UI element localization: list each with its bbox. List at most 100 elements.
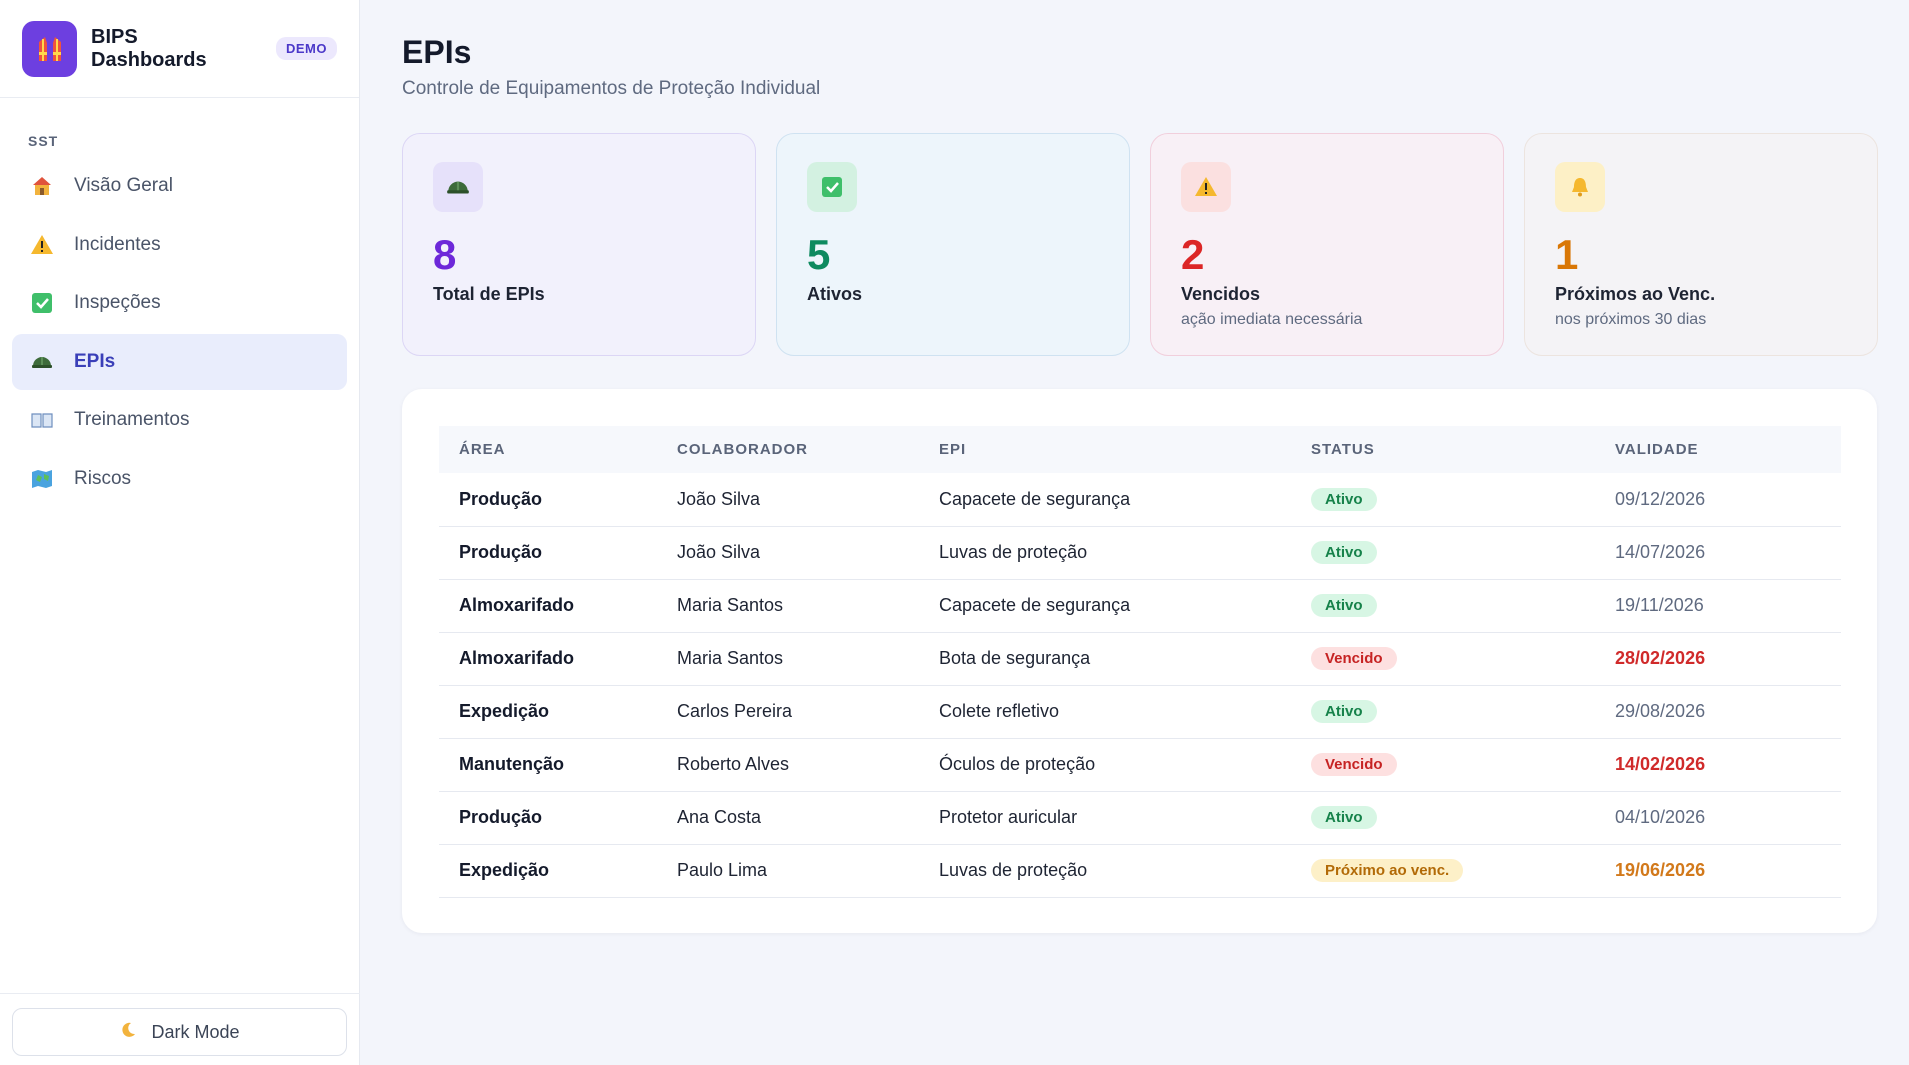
table-header-row: ÁREA COLABORADOR EPI STATUS VALIDADE	[439, 426, 1841, 473]
sidebar-item-label: EPIs	[74, 350, 116, 372]
cell-colaborador: Carlos Pereira	[677, 701, 793, 721]
moon-icon	[119, 1021, 137, 1044]
table-row[interactable]: Almoxarifado Maria Santos Bota de segura…	[439, 632, 1841, 685]
bell-icon	[1555, 162, 1605, 212]
column-header-status[interactable]: STATUS	[1311, 441, 1375, 458]
status-badge: Vencido	[1311, 753, 1397, 776]
stat-label: Ativos	[807, 284, 863, 304]
column-header-epi[interactable]: EPI	[939, 441, 967, 458]
cell-area: Produção	[459, 542, 543, 562]
cell-area: Expedição	[459, 860, 550, 880]
sidebar-item-inspecoes[interactable]: Inspeções	[12, 275, 347, 331]
dark-mode-label: Dark Mode	[151, 1021, 240, 1042]
cell-status: Próximo ao venc.	[1311, 844, 1615, 897]
cell-epi: Bota de segurança	[939, 648, 1091, 668]
cell-epi: Luvas de proteção	[939, 542, 1088, 562]
vest-logo-icon[interactable]	[22, 20, 78, 77]
cell-colaborador: Paulo Lima	[677, 860, 768, 880]
stat-label: Próximos ao Venc.	[1555, 284, 1716, 304]
brand: BIPS Dashboards DEMO	[0, 0, 359, 98]
cell-epi: Protetor auricular	[939, 807, 1078, 827]
sidebar-item-label: Riscos	[74, 467, 132, 489]
sidebar-item-label: Visão Geral	[74, 175, 173, 196]
cell-validade: 14/02/2026	[1615, 754, 1706, 774]
cell-area: Produção	[459, 488, 543, 509]
status-badge: Próximo ao venc.	[1311, 859, 1464, 882]
table-row[interactable]: Expedição Paulo Lima Luvas de proteção P…	[439, 844, 1841, 897]
sidebar-footer: Dark Mode	[0, 993, 360, 1065]
stat-sublabel: ação imediata necessária	[1181, 311, 1363, 328]
check-icon	[30, 291, 54, 315]
status-badge: Vencido	[1311, 647, 1397, 670]
cell-epi: Capacete de segurança	[939, 595, 1131, 615]
table-row[interactable]: Manutenção Roberto Alves Óculos de prote…	[439, 738, 1841, 791]
cell-colaborador: Ana Costa	[677, 807, 762, 827]
table-row[interactable]: Almoxarifado Maria Santos Capacete de se…	[439, 579, 1841, 632]
cell-area: Expedição	[459, 701, 550, 721]
sidebar-item-incidentes[interactable]: Incidentes	[12, 217, 347, 273]
stat-label: Vencidos	[1181, 284, 1261, 304]
stat-value: 5	[807, 231, 831, 278]
cell-validade: 28/02/2026	[1615, 648, 1706, 668]
stat-value: 1	[1555, 231, 1579, 278]
cell-area: Almoxarifado	[459, 595, 575, 615]
cell-validade: 19/11/2026	[1615, 595, 1704, 615]
status-badge: Ativo	[1311, 806, 1377, 829]
stat-card-ativos: 5 Ativos	[776, 133, 1130, 356]
cell-status: Ativo	[1311, 685, 1615, 738]
cell-colaborador: Maria Santos	[677, 648, 784, 668]
sidebar: BIPS Dashboards DEMO SST Visão Geral Inc…	[0, 0, 360, 1065]
cell-validade: 19/06/2026	[1615, 860, 1706, 880]
sidebar-item-label: Treinamentos	[74, 409, 190, 430]
status-badge: Ativo	[1311, 700, 1377, 723]
map-icon	[30, 467, 54, 491]
sidebar-item-visao-geral[interactable]: Visão Geral	[12, 158, 347, 214]
stat-card-total: 8 Total de EPIs	[402, 133, 756, 356]
cell-status: Ativo	[1311, 526, 1615, 579]
page-title: EPIs	[402, 34, 472, 70]
cell-area: Manutenção	[459, 754, 565, 774]
epi-table: ÁREA COLABORADOR EPI STATUS VALIDADE Pro…	[439, 426, 1841, 898]
table-row[interactable]: Expedição Carlos Pereira Colete refletiv…	[439, 685, 1841, 738]
stat-label: Total de EPIs	[433, 284, 545, 304]
cell-status: Ativo	[1311, 579, 1615, 632]
cell-validade: 29/08/2026	[1615, 701, 1706, 721]
cell-validade: 09/12/2026	[1615, 488, 1706, 509]
helmet-icon	[433, 162, 483, 212]
page-subtitle: Controle de Equipamentos de Proteção Ind…	[402, 78, 821, 99]
cell-validade: 14/07/2026	[1615, 542, 1706, 562]
cell-epi: Óculos de proteção	[939, 754, 1096, 774]
cell-epi: Capacete de segurança	[939, 488, 1131, 509]
brand-name: BIPS Dashboards	[91, 25, 207, 71]
warning-icon	[1181, 162, 1231, 212]
cell-colaborador: Maria Santos	[677, 595, 784, 615]
dark-mode-button[interactable]: Dark Mode	[12, 1008, 347, 1056]
cell-epi: Luvas de proteção	[939, 860, 1088, 880]
sidebar-nav: Visão Geral Incidentes Inspeções EPIs Tr…	[12, 158, 347, 509]
sidebar-item-epis[interactable]: EPIs	[12, 333, 347, 390]
column-header-validade[interactable]: VALIDADE	[1615, 441, 1699, 458]
cell-status: Vencido	[1311, 632, 1615, 685]
epi-table-card: ÁREA COLABORADOR EPI STATUS VALIDADE Pro…	[402, 389, 1877, 933]
stat-value: 8	[433, 231, 457, 278]
cell-validade: 04/10/2026	[1615, 807, 1706, 827]
sidebar-item-riscos[interactable]: Riscos	[12, 451, 347, 507]
status-badge: Ativo	[1311, 594, 1377, 617]
table-row[interactable]: Produção João Silva Capacete de seguranç…	[439, 473, 1841, 526]
warning-icon	[30, 233, 54, 257]
table-row[interactable]: Produção Ana Costa Protetor auricular At…	[439, 791, 1841, 844]
column-header-area[interactable]: ÁREA	[459, 441, 506, 458]
sidebar-item-label: Inspeções	[74, 292, 161, 313]
stat-card-vencidos: 2 Vencidos ação imediata necessária	[1150, 133, 1504, 356]
sidebar-item-treinamentos[interactable]: Treinamentos	[12, 392, 347, 448]
status-badge: Ativo	[1311, 541, 1377, 564]
stat-card-proximos: 1 Próximos ao Venc. nos próximos 30 dias	[1524, 133, 1878, 356]
cell-colaborador: Roberto Alves	[677, 754, 790, 774]
cell-area: Almoxarifado	[459, 648, 575, 668]
table-row[interactable]: Produção João Silva Luvas de proteção At…	[439, 526, 1841, 579]
sidebar-item-label: Incidentes	[74, 233, 161, 255]
helmet-icon	[30, 350, 54, 374]
stat-sublabel: nos próximos 30 dias	[1555, 311, 1707, 328]
column-header-colaborador[interactable]: COLABORADOR	[677, 441, 808, 458]
house-icon	[30, 174, 54, 198]
